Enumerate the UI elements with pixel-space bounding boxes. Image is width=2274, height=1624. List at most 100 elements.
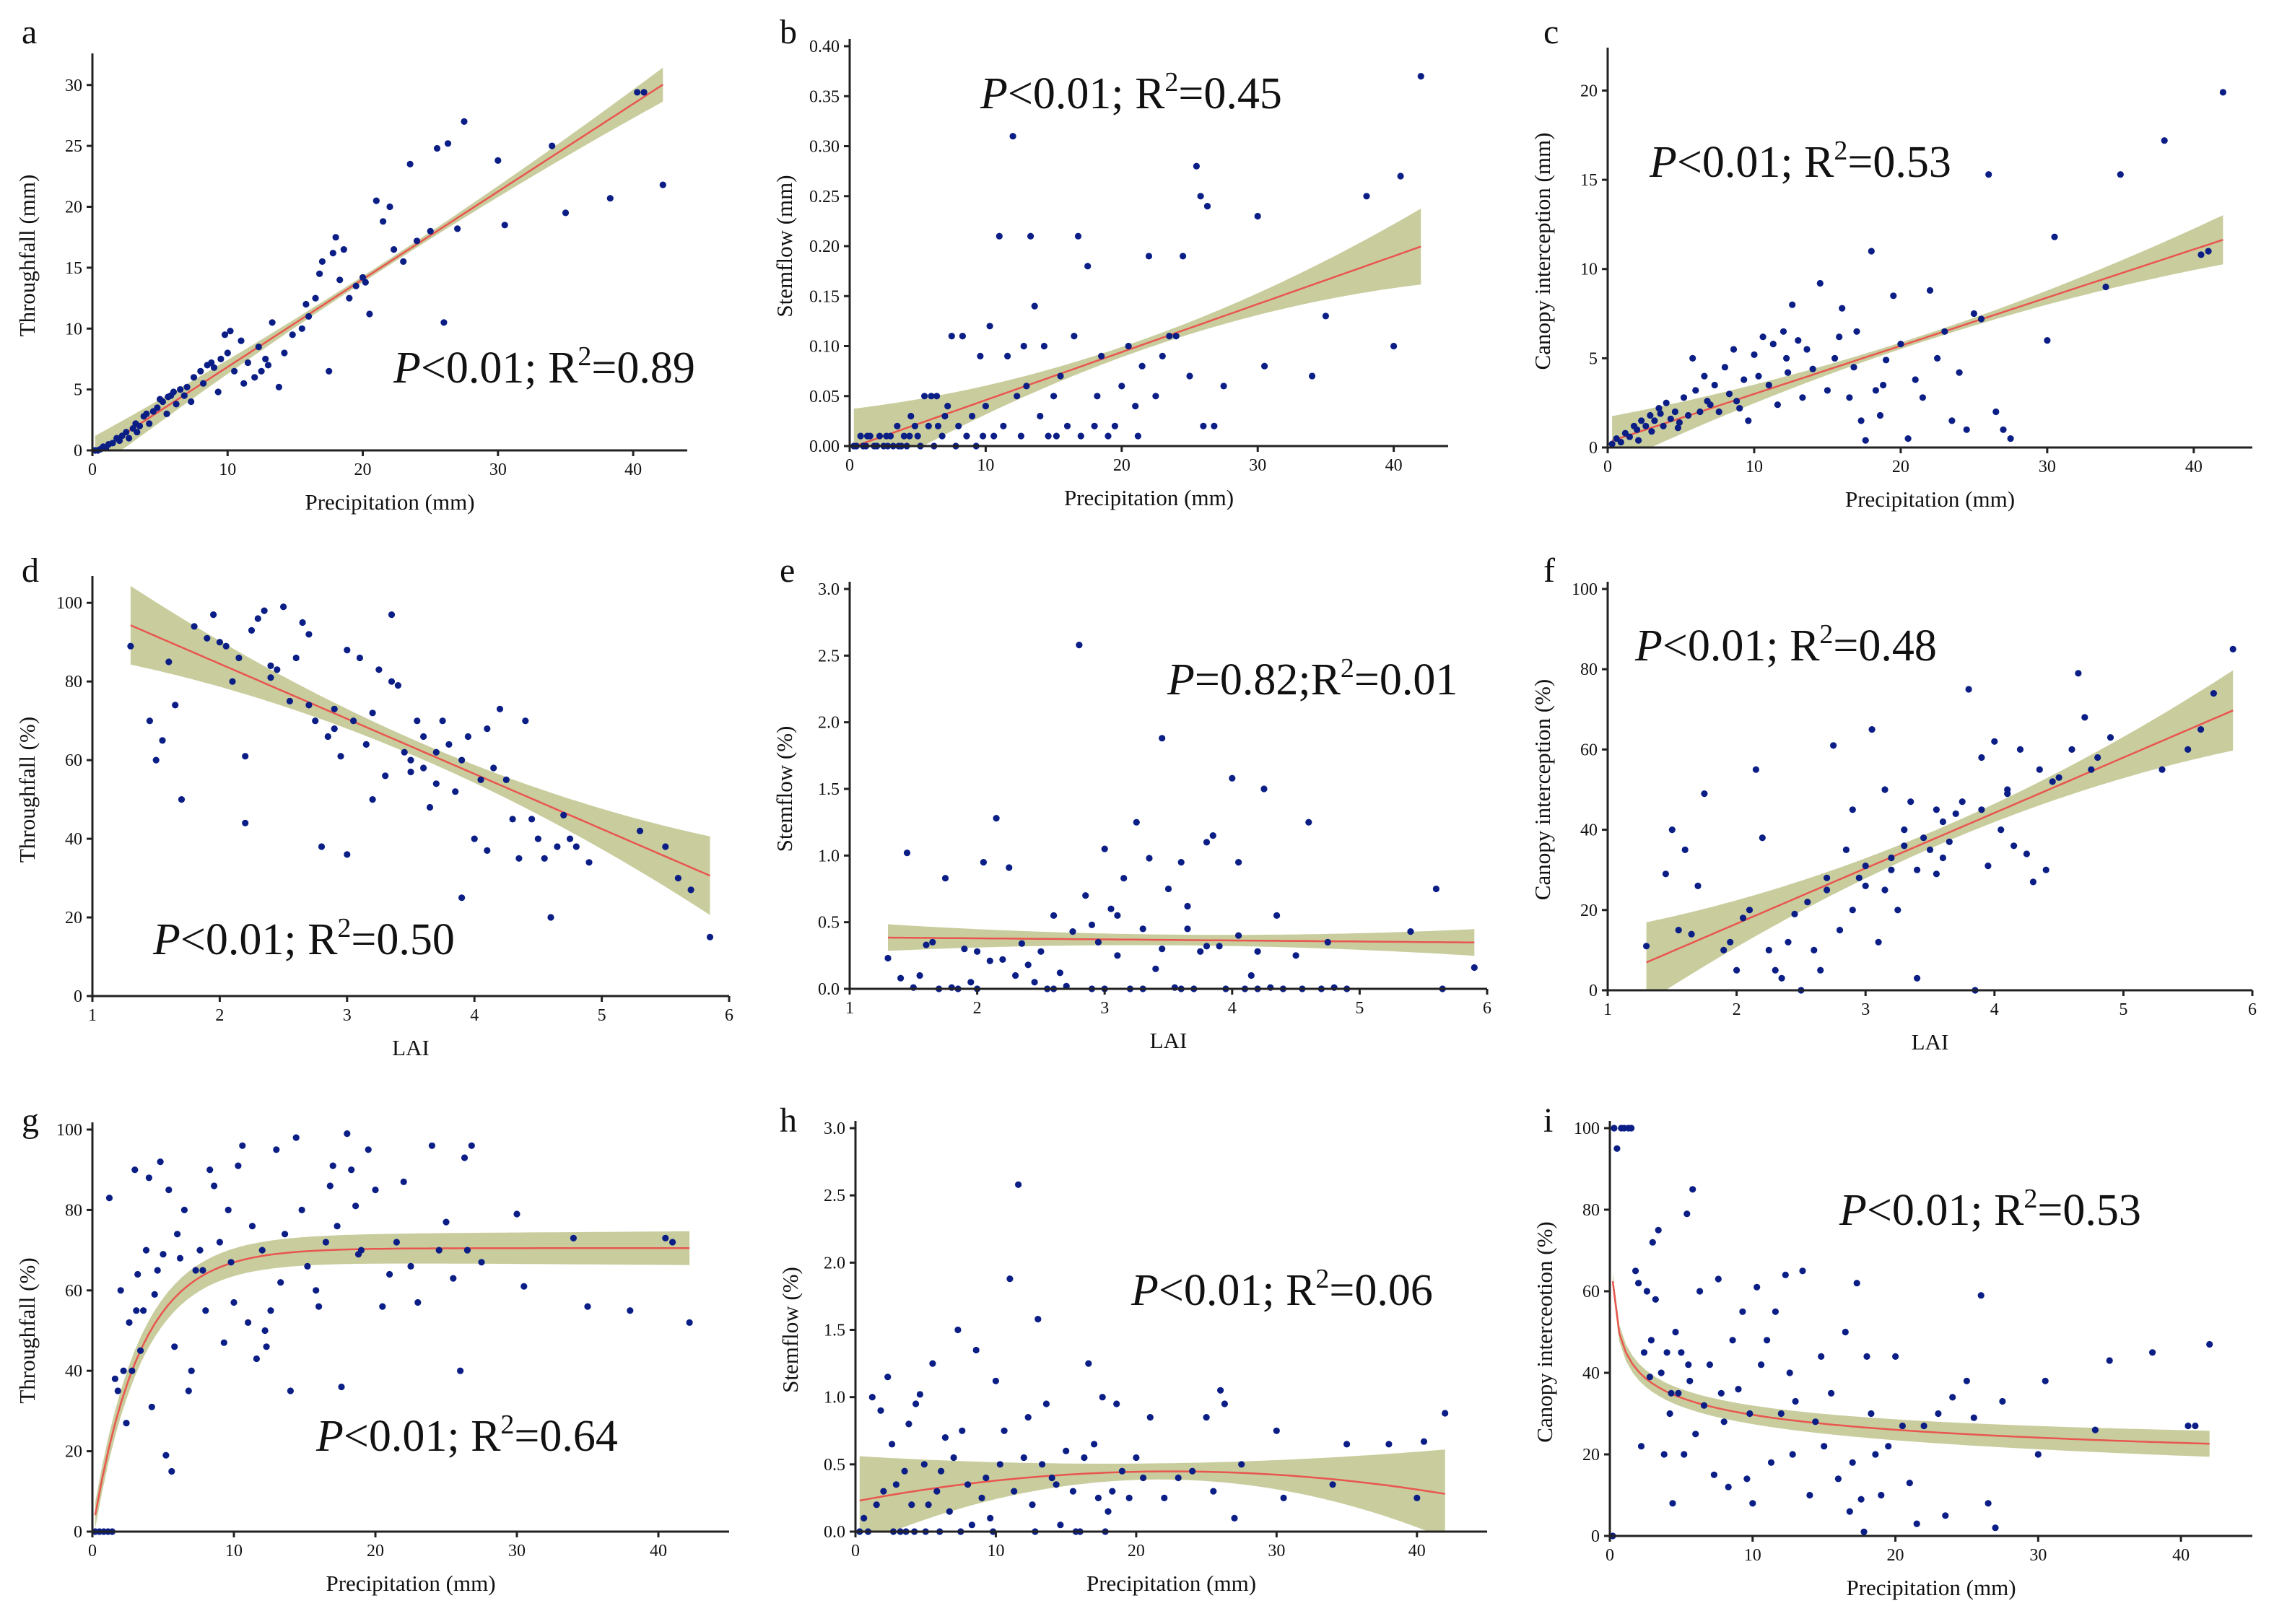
data-point [1774,401,1781,409]
data-point [1611,1125,1618,1132]
data-point [231,367,238,375]
data-point [585,859,593,866]
y-tick-label: 0 [1589,439,1598,458]
data-point [312,294,319,302]
data-point [478,1259,485,1266]
data-point [1261,362,1268,370]
data-point [897,974,905,982]
data-point [1696,408,1704,416]
data-point [1778,974,1785,982]
x-tick-label: 5 [1355,999,1364,1018]
x-tick-label: 4 [1228,999,1237,1018]
data-point [974,948,981,955]
data-point [242,753,249,760]
data-point [889,1441,896,1448]
data-point [1063,422,1071,429]
x-tick-label: 1 [1603,1000,1612,1019]
data-point [176,1254,184,1262]
data-point [1203,203,1211,210]
data-point [1752,766,1759,773]
data-point [210,364,218,371]
x-tick-label: 0 [851,1542,860,1560]
data-point [1743,1475,1751,1483]
data-point [1125,342,1132,350]
x-tick-label: 6 [2248,1000,2257,1019]
data-point [1881,786,1889,793]
data-point [876,432,884,440]
data-point [528,816,536,823]
data-point [1725,390,1733,398]
data-point [344,647,351,654]
data-point [1894,907,1901,914]
data-point [687,886,694,894]
data-point [1729,1337,1736,1344]
data-point [1292,952,1299,959]
x-tick-label: 30 [508,1542,526,1560]
stats-r2-value: =0.50 [351,915,454,964]
data-point [143,410,150,418]
data-point [2117,171,2124,178]
data-point [1862,863,1869,870]
data-point [606,195,614,202]
data-point [255,344,262,351]
data-point [1220,383,1227,390]
data-point [1015,1181,1022,1188]
data-point [968,1522,975,1529]
data-point [863,432,871,440]
data-point [235,1162,242,1169]
data-point [1081,1454,1088,1462]
y-tick-label: 80 [1580,660,1598,679]
y-tick-label: 10 [65,320,82,339]
data-point [2184,1422,2192,1430]
stats-p-symbol: P [1649,138,1677,187]
data-point [388,678,396,685]
fit-line-c [1611,239,2223,442]
data-point [964,1481,972,1488]
data-point [484,725,491,733]
y-tick-label: 0 [1589,982,1598,1000]
points-a [92,89,666,454]
data-point [1280,1494,1287,1501]
data-point [267,674,274,681]
data-point [1235,859,1242,866]
data-point [267,1307,274,1314]
data-point [1329,1481,1336,1488]
data-point [326,367,333,375]
data-point [457,1367,464,1374]
data-point [1657,410,1664,417]
data-point [884,1374,892,1381]
y-tick-label: 5 [1589,349,1598,368]
data-point [172,702,179,709]
data-point [1692,387,1699,394]
data-point [2049,778,2056,785]
data-point [1161,1494,1168,1501]
data-point [406,160,414,167]
data-point [566,835,574,842]
data-point [948,333,955,340]
data-point [369,710,376,717]
data-point [1792,1397,1799,1405]
data-point [490,764,497,772]
data-point [1992,408,2000,416]
data-point [1720,1418,1728,1426]
data-point [1637,1443,1645,1450]
data-point [2007,435,2014,442]
data-point [501,222,508,229]
data-point [1795,337,1802,344]
data-point [1184,925,1191,933]
data-point [1846,394,1853,401]
data-point [547,914,554,921]
data-point [1689,1186,1696,1193]
data-point [1056,969,1063,977]
data-point [400,258,407,265]
data-point [1963,426,1970,433]
data-point [1785,369,1792,376]
data-point [916,1391,923,1398]
data-point [222,642,230,650]
data-point [334,1223,341,1230]
x-tick-label: 10 [1746,458,1763,476]
y-tick-label: 100 [56,594,82,613]
data-point [216,639,223,646]
data-point [1084,263,1092,270]
y-tick-label: 60 [1582,1283,1600,1301]
